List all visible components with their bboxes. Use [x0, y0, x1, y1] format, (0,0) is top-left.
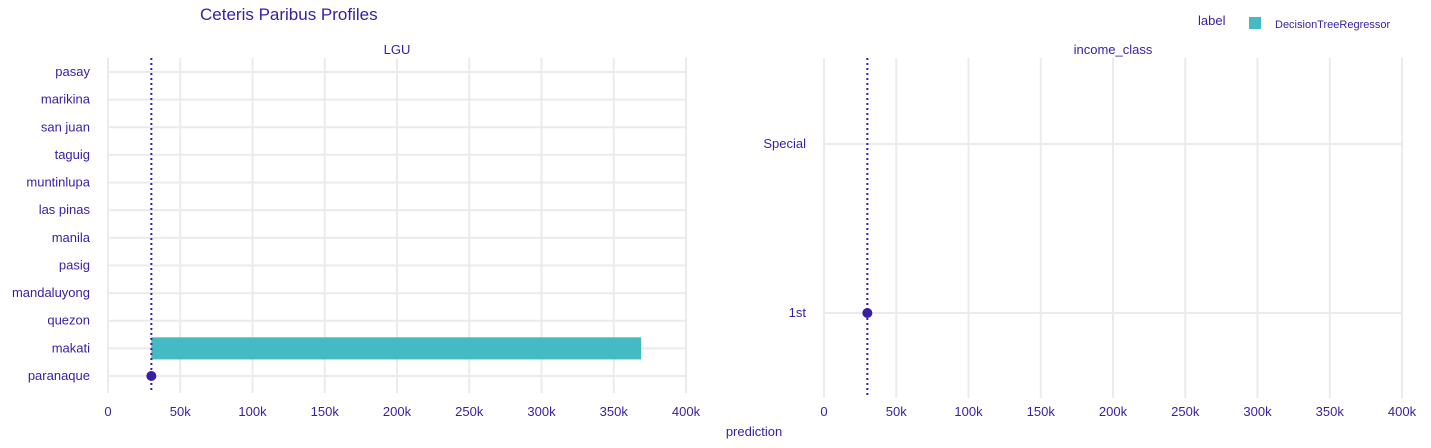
x-tick-label: 100k [238, 404, 267, 419]
x-tick-label: 350k [600, 404, 629, 419]
y-tick-label: paranaque [28, 368, 90, 383]
x-tick-label: 100k [954, 404, 983, 419]
x-tick-label: 0 [820, 404, 827, 419]
panel-title: LGU [384, 42, 411, 57]
legend-item-label[interactable]: DecisionTreeRegressor [1275, 19, 1390, 31]
x-tick-label: 50k [886, 404, 907, 419]
x-tick-label: 400k [1388, 404, 1417, 419]
x-tick-label: 300k [1243, 404, 1272, 419]
legend-title: label [1198, 13, 1226, 28]
x-tick-label: 400k [672, 404, 701, 419]
panel-income-class: income_class 0 50k 100k 150k 200k 250k 300k 350k… [763, 42, 1416, 419]
y-tick-label: pasay [55, 64, 90, 79]
x-tick-label: 300k [527, 404, 556, 419]
y-tick-label: las pinas [39, 202, 91, 217]
y-tick-label: manila [52, 230, 91, 245]
y-tick-label: muntinlupa [26, 175, 90, 190]
y-tick-label: quezon [47, 313, 90, 328]
x-tick-label: 150k [1027, 404, 1056, 419]
x-tick-label: 350k [1316, 404, 1345, 419]
chart-title: Ceteris Paribus Profiles [200, 5, 378, 24]
y-tick-label: Special [763, 136, 806, 151]
y-tick-label: makati [52, 340, 90, 355]
y-tick-label: 1st [789, 305, 807, 320]
x-axis-label: prediction [726, 424, 782, 439]
x-tick-label: 50k [170, 404, 191, 419]
y-tick-label: san juan [41, 119, 90, 134]
y-tick-label: pasig [59, 257, 90, 272]
x-tick-label: 250k [455, 404, 484, 419]
x-tick-label: 200k [1099, 404, 1128, 419]
y-tick-label: mandaluyong [12, 285, 90, 300]
y-tick-label: marikina [41, 92, 91, 107]
x-tick-label: 0 [104, 404, 111, 419]
panel-title: income_class [1074, 42, 1153, 57]
observation-point[interactable] [146, 371, 157, 381]
bar-makati[interactable] [151, 337, 642, 360]
legend-swatch[interactable] [1249, 17, 1261, 29]
x-tick-label: 250k [1171, 404, 1200, 419]
observation-point[interactable] [862, 308, 873, 318]
y-tick-label: taguig [55, 147, 90, 162]
x-tick-label: 200k [383, 404, 412, 419]
panel-lgu: LGU 0 50k 100k 150k 200k 250k 300k 350k 400k pasay… [12, 42, 701, 419]
x-tick-label: 150k [311, 404, 340, 419]
